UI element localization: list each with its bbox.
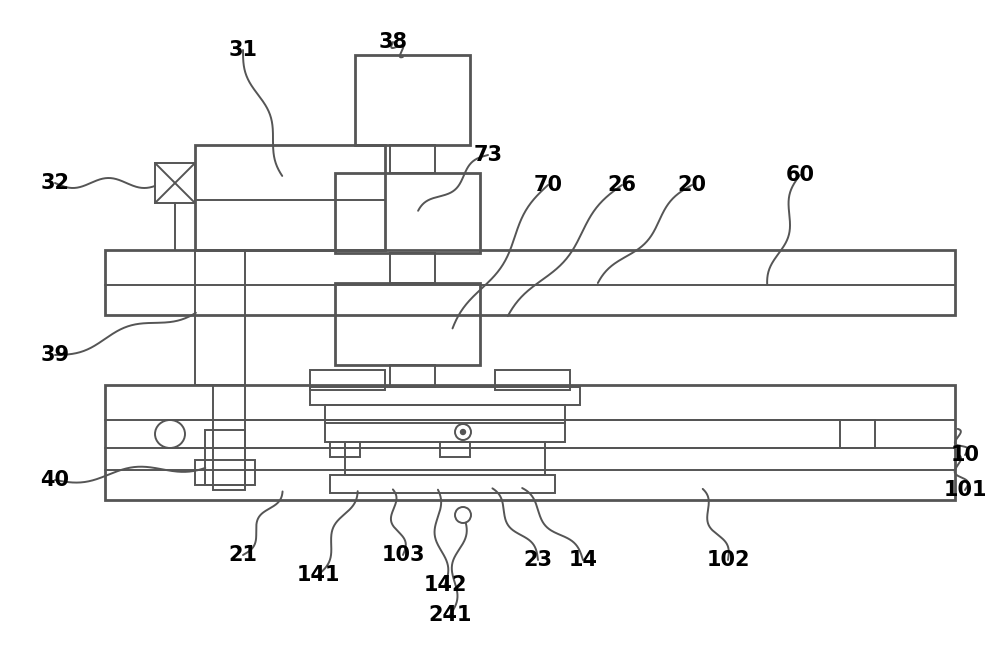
Text: 10: 10 [950,445,980,465]
Text: 101: 101 [943,480,987,500]
Text: 38: 38 [378,32,408,52]
Text: 14: 14 [568,550,598,570]
Bar [325,420,565,442]
Text: 142: 142 [423,575,467,595]
Text: 60: 60 [786,165,814,185]
Text: 102: 102 [706,550,750,570]
Bar [195,145,385,250]
Bar [105,250,955,315]
Bar [440,442,470,457]
Bar [335,173,480,253]
Text: 241: 241 [428,605,472,625]
Bar [195,460,255,485]
Bar [325,405,565,423]
Bar [105,385,955,500]
Bar [195,250,245,385]
Text: 40: 40 [40,470,70,490]
Text: 103: 103 [381,545,425,565]
Bar [213,385,245,490]
Bar [335,283,480,365]
Text: 73: 73 [474,145,503,165]
Circle shape [460,430,466,434]
Text: 23: 23 [524,550,552,570]
Bar [390,145,435,173]
Bar [205,430,245,485]
Bar [155,163,195,203]
Bar [330,475,555,493]
Bar [390,253,435,283]
Bar [840,420,875,448]
Text: 32: 32 [40,173,70,193]
Text: 70: 70 [534,175,562,195]
Bar [330,442,360,457]
Bar [310,387,580,405]
Text: 39: 39 [40,345,70,365]
Bar [345,442,545,475]
Text: 26: 26 [608,175,637,195]
Bar [495,370,570,390]
Bar [355,55,470,145]
Text: 21: 21 [228,545,258,565]
Text: 141: 141 [296,565,340,585]
Bar [310,370,385,390]
Text: 31: 31 [228,40,258,60]
Text: 20: 20 [678,175,706,195]
Bar [390,365,435,387]
